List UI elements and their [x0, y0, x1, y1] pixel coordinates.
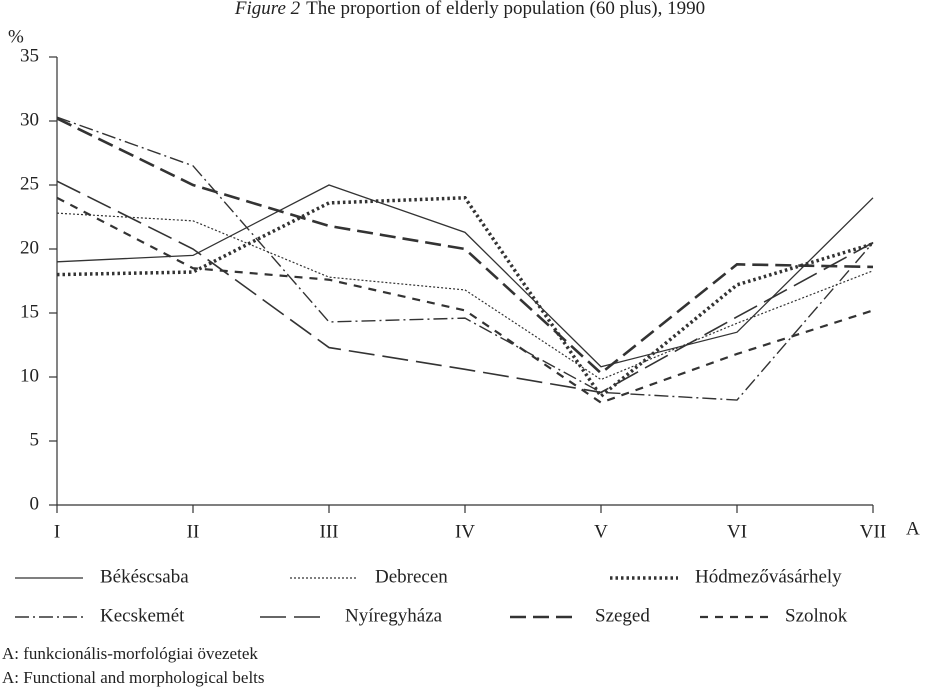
- x-tick-label: V: [594, 521, 608, 542]
- title-text: The proportion of elderly population (60…: [306, 0, 705, 19]
- series-line: [56, 196, 874, 399]
- legend-label: Szeged: [595, 605, 650, 626]
- y-tick-label: 35: [20, 45, 39, 66]
- x-tick-label: VI: [727, 521, 747, 542]
- note: A: funkcionális-morfológiai övezetek: [2, 644, 258, 663]
- y-tick-label: 30: [20, 109, 39, 130]
- y-tick-label: 15: [20, 301, 39, 322]
- legend-label: Hódmezővásárhely: [695, 566, 842, 587]
- x-tick-label: I: [54, 521, 60, 542]
- legend-label: Nyíregyháza: [345, 605, 443, 626]
- series-line: [56, 184, 874, 368]
- x-tick-label: IV: [455, 521, 475, 542]
- legend-label: Debrecen: [375, 566, 448, 587]
- legend-label: Kecskemét: [100, 605, 185, 626]
- y-tick-label: 0: [30, 493, 40, 514]
- chart-title: Figure 2 The proportion of elderly popula…: [234, 0, 705, 19]
- series-line: [56, 117, 874, 375]
- x-tick-label: II: [187, 521, 200, 542]
- series-line: [56, 196, 874, 404]
- legend-label: Szolnok: [785, 605, 848, 626]
- series-line: [56, 212, 874, 381]
- y-axis-label: %: [8, 26, 24, 47]
- series-line: [56, 116, 874, 401]
- y-tick-label: 10: [20, 365, 39, 386]
- x-tick-label: VII: [860, 521, 886, 542]
- y-tick-label: 25: [20, 173, 39, 194]
- y-tick-label: 5: [30, 429, 40, 450]
- note: A: Functional and morphological belts: [2, 668, 265, 687]
- x-tick-label: III: [320, 521, 339, 542]
- x-axis-label: A: [906, 518, 920, 539]
- series-line: [56, 180, 874, 394]
- legend-label: Békéscsaba: [100, 566, 189, 587]
- y-tick-label: 20: [20, 237, 39, 258]
- figure-label: Figure 2: [234, 0, 301, 19]
